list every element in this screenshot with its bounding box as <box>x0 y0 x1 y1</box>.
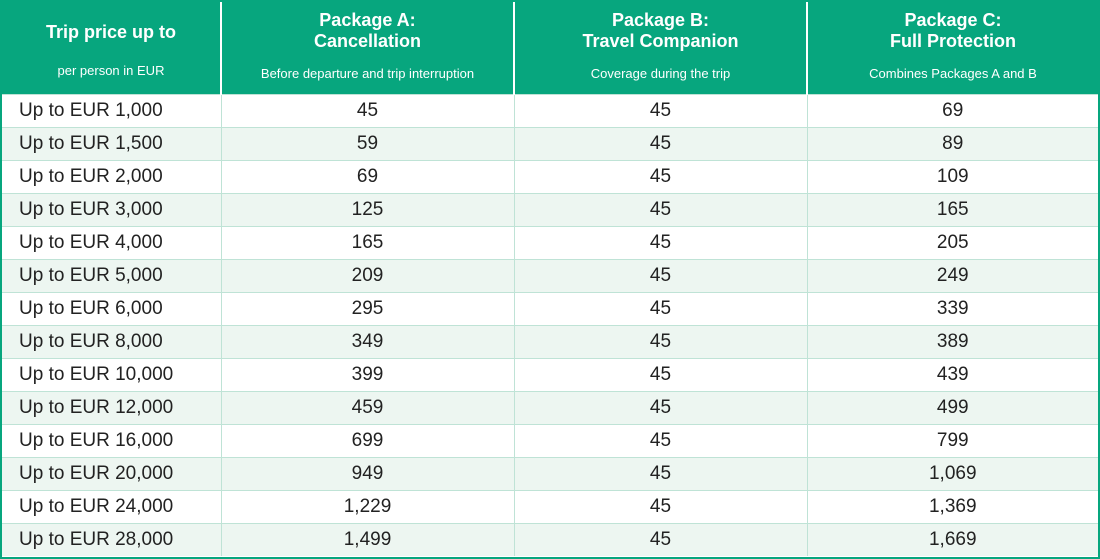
package-a-price-cell: 45 <box>220 94 514 128</box>
package-b-price-cell: 45 <box>513 391 807 425</box>
header-trip-price: Trip price up to per person in EUR <box>2 2 221 95</box>
table-row: Up to EUR 10,000 399 45 439 <box>2 358 1098 392</box>
package-c-price-cell: 389 <box>806 325 1098 359</box>
header-trip-price-title: Trip price up to <box>45 22 176 42</box>
package-c-price-cell: 439 <box>806 358 1098 392</box>
package-b-price-cell: 45 <box>513 226 807 260</box>
trip-price-cell: Up to EUR 1,000 <box>2 94 221 128</box>
header-package-b: Package B: Travel Companion Coverage dur… <box>513 2 807 95</box>
header-row: Trip price up to per person in EUR Packa… <box>2 2 1098 95</box>
table-row: Up to EUR 1,500 59 45 89 <box>2 127 1098 161</box>
package-a-price-cell: 399 <box>220 358 514 392</box>
table-row: Up to EUR 8,000 349 45 389 <box>2 325 1098 359</box>
package-b-price-cell: 45 <box>513 424 807 458</box>
trip-price-cell: Up to EUR 16,000 <box>2 424 221 458</box>
package-c-price-cell: 165 <box>806 193 1098 227</box>
package-a-price-cell: 949 <box>220 457 514 491</box>
package-b-price-cell: 45 <box>513 160 807 194</box>
package-a-price-cell: 349 <box>220 325 514 359</box>
trip-price-cell: Up to EUR 3,000 <box>2 193 221 227</box>
package-b-price-cell: 45 <box>513 325 807 359</box>
table-row: Up to EUR 1,000 45 45 69 <box>2 94 1098 128</box>
table-row: Up to EUR 3,000 125 45 165 <box>2 193 1098 227</box>
trip-price-cell: Up to EUR 10,000 <box>2 358 221 392</box>
header-package-b-name: Travel Companion <box>582 31 739 51</box>
header-package-c: Package C: Full Protection Combines Pack… <box>806 2 1098 95</box>
package-b-price-cell: 45 <box>513 193 807 227</box>
package-a-price-cell: 1,229 <box>220 490 514 524</box>
trip-price-cell: Up to EUR 4,000 <box>2 226 221 260</box>
trip-price-cell: Up to EUR 12,000 <box>2 391 221 425</box>
header-package-a-name: Cancellation <box>313 31 422 51</box>
package-c-price-cell: 1,669 <box>806 523 1098 556</box>
package-c-price-cell: 339 <box>806 292 1098 326</box>
package-a-price-cell: 1,499 <box>220 523 514 556</box>
package-b-price-cell: 45 <box>513 457 807 491</box>
header-package-a: Package A: Cancellation Before departure… <box>220 2 514 95</box>
header-trip-price-subtitle: per person in EUR <box>57 63 165 78</box>
table-row: Up to EUR 4,000 165 45 205 <box>2 226 1098 260</box>
trip-price-cell: Up to EUR 28,000 <box>2 523 221 556</box>
header-package-c-title: Package C: <box>904 10 1002 30</box>
table-row: Up to EUR 5,000 209 45 249 <box>2 259 1098 293</box>
table-row: Up to EUR 16,000 699 45 799 <box>2 424 1098 458</box>
package-c-price-cell: 1,069 <box>806 457 1098 491</box>
table-row: Up to EUR 24,000 1,229 45 1,369 <box>2 490 1098 524</box>
package-c-price-cell: 499 <box>806 391 1098 425</box>
trip-price-cell: Up to EUR 5,000 <box>2 259 221 293</box>
trip-price-cell: Up to EUR 2,000 <box>2 160 221 194</box>
package-b-price-cell: 45 <box>513 292 807 326</box>
table-row: Up to EUR 20,000 949 45 1,069 <box>2 457 1098 491</box>
package-b-price-cell: 45 <box>513 490 807 524</box>
package-a-price-cell: 209 <box>220 259 514 293</box>
package-a-price-cell: 699 <box>220 424 514 458</box>
package-c-price-cell: 205 <box>806 226 1098 260</box>
header-package-b-subtitle: Coverage during the trip <box>590 66 731 81</box>
package-c-price-cell: 69 <box>806 94 1098 128</box>
package-b-price-cell: 45 <box>513 523 807 556</box>
header-package-c-subtitle: Combines Packages A and B <box>869 66 1037 81</box>
table-row: Up to EUR 6,000 295 45 339 <box>2 292 1098 326</box>
table-row: Up to EUR 2,000 69 45 109 <box>2 160 1098 194</box>
package-a-price-cell: 459 <box>220 391 514 425</box>
table-row: Up to EUR 12,000 459 45 499 <box>2 391 1098 425</box>
trip-price-cell: Up to EUR 6,000 <box>2 292 221 326</box>
package-b-price-cell: 45 <box>513 259 807 293</box>
package-a-price-cell: 59 <box>220 127 514 161</box>
package-c-price-cell: 89 <box>806 127 1098 161</box>
package-c-price-cell: 1,369 <box>806 490 1098 524</box>
package-a-price-cell: 165 <box>220 226 514 260</box>
package-c-price-cell: 249 <box>806 259 1098 293</box>
header-package-b-title: Package B: <box>611 10 710 30</box>
trip-price-cell: Up to EUR 24,000 <box>2 490 221 524</box>
table-row: Up to EUR 28,000 1,499 45 1,669 <box>2 523 1098 556</box>
package-c-price-cell: 109 <box>806 160 1098 194</box>
table-header: Trip price up to per person in EUR Packa… <box>2 2 1098 95</box>
trip-price-cell: Up to EUR 1,500 <box>2 127 221 161</box>
trip-price-cell: Up to EUR 8,000 <box>2 325 221 359</box>
table-body: Up to EUR 1,000 45 45 69 Up to EUR 1,500 59 45… <box>2 94 1098 556</box>
package-a-price-cell: 125 <box>220 193 514 227</box>
package-c-price-cell: 799 <box>806 424 1098 458</box>
header-package-a-subtitle: Before departure and trip interruption <box>260 66 475 81</box>
package-b-price-cell: 45 <box>513 358 807 392</box>
package-a-price-cell: 69 <box>220 160 514 194</box>
trip-price-cell: Up to EUR 20,000 <box>2 457 221 491</box>
package-b-price-cell: 45 <box>513 127 807 161</box>
header-package-c-name: Full Protection <box>890 31 1016 51</box>
header-package-a-title: Package A: <box>319 10 416 30</box>
package-b-price-cell: 45 <box>513 94 807 128</box>
package-a-price-cell: 295 <box>220 292 514 326</box>
